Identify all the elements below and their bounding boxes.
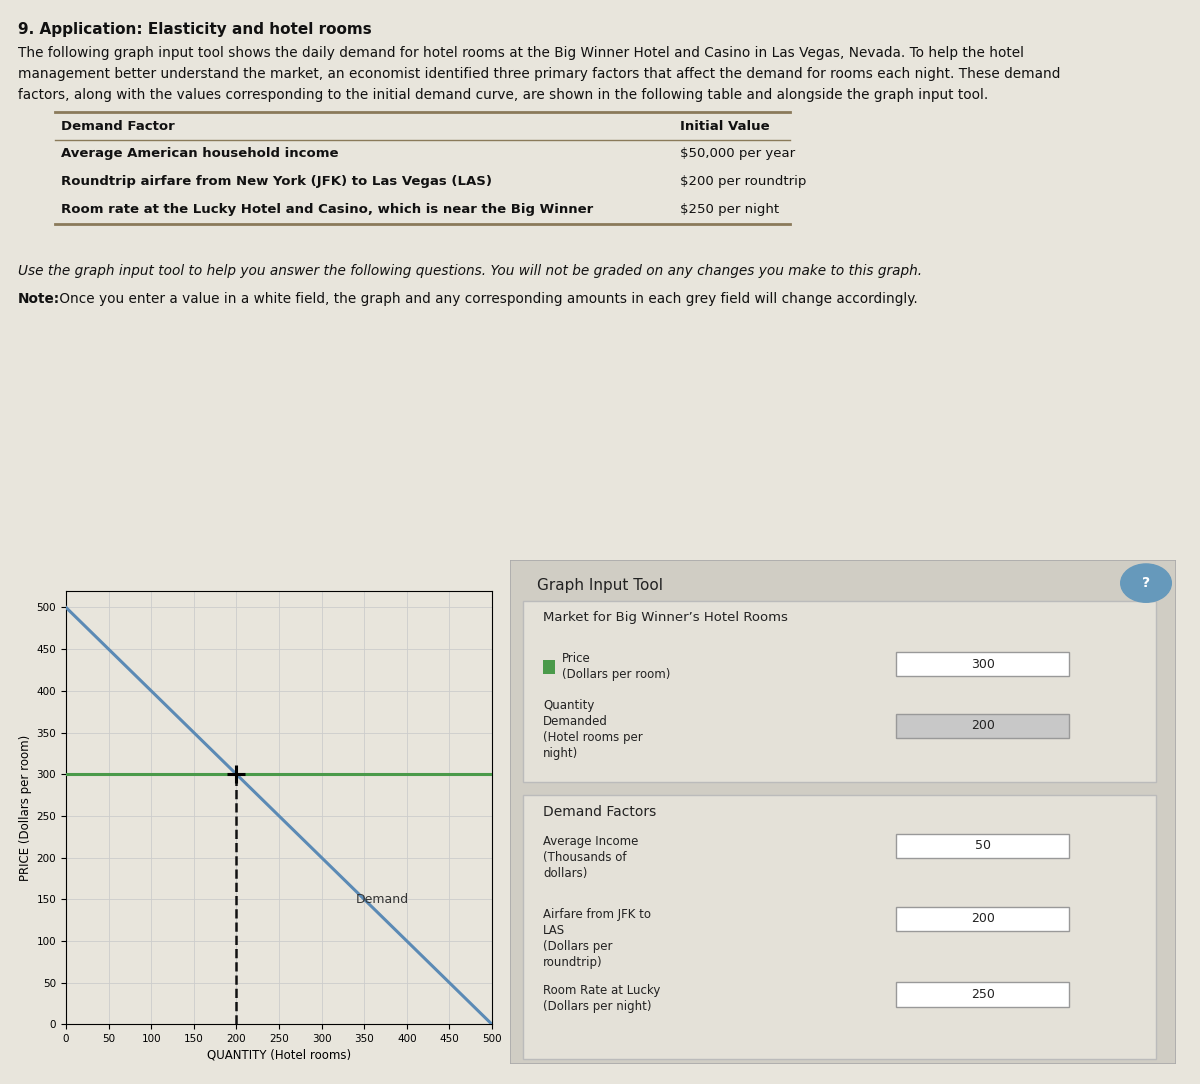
Text: 300: 300 <box>971 658 995 671</box>
Text: $200 per roundtrip: $200 per roundtrip <box>680 176 806 189</box>
Text: Once you enter a value in a white field, the graph and any corresponding amounts: Once you enter a value in a white field,… <box>55 292 918 306</box>
FancyBboxPatch shape <box>896 653 1069 676</box>
Text: Demand Factor: Demand Factor <box>61 119 175 132</box>
Y-axis label: PRICE (Dollars per room): PRICE (Dollars per room) <box>19 735 32 880</box>
Text: management better understand the market, an economist identified three primary f: management better understand the market,… <box>18 67 1061 81</box>
Bar <box>544 660 556 674</box>
Text: Demand: Demand <box>355 893 409 906</box>
Text: Note:: Note: <box>18 292 60 306</box>
FancyBboxPatch shape <box>896 713 1069 738</box>
Text: Average American household income: Average American household income <box>61 147 338 160</box>
Text: Use the graph input tool to help you answer the following questions. You will no: Use the graph input tool to help you ans… <box>18 264 922 278</box>
Text: Average Income
(Thousands of
dollars): Average Income (Thousands of dollars) <box>544 835 638 880</box>
Text: 200: 200 <box>971 913 995 926</box>
FancyBboxPatch shape <box>523 601 1156 783</box>
FancyBboxPatch shape <box>896 834 1069 857</box>
Text: 250: 250 <box>971 988 995 1001</box>
Text: $50,000 per year: $50,000 per year <box>680 147 796 160</box>
Text: 9. Application: Elasticity and hotel rooms: 9. Application: Elasticity and hotel roo… <box>18 22 372 37</box>
FancyBboxPatch shape <box>523 795 1156 1059</box>
X-axis label: QUANTITY (Hotel rooms): QUANTITY (Hotel rooms) <box>206 1048 352 1061</box>
Text: Graph Input Tool: Graph Input Tool <box>536 578 662 593</box>
Text: Room rate at the Lucky Hotel and Casino, which is near the Big Winner: Room rate at the Lucky Hotel and Casino,… <box>61 204 593 217</box>
Text: Airfare from JFK to
LAS
(Dollars per
roundtrip): Airfare from JFK to LAS (Dollars per rou… <box>544 908 652 969</box>
Circle shape <box>1121 564 1171 603</box>
FancyBboxPatch shape <box>896 982 1069 1007</box>
Text: factors, along with the values corresponding to the initial demand curve, are sh: factors, along with the values correspon… <box>18 88 989 102</box>
Text: Quantity
Demanded
(Hotel rooms per
night): Quantity Demanded (Hotel rooms per night… <box>544 699 643 760</box>
Text: Roundtrip airfare from New York (JFK) to Las Vegas (LAS): Roundtrip airfare from New York (JFK) to… <box>61 176 492 189</box>
FancyBboxPatch shape <box>896 906 1069 931</box>
Text: 200: 200 <box>971 720 995 733</box>
Text: Initial Value: Initial Value <box>680 119 769 132</box>
Text: $250 per night: $250 per night <box>680 204 779 217</box>
Text: Price
(Dollars per room): Price (Dollars per room) <box>562 651 671 681</box>
Text: 50: 50 <box>974 839 991 852</box>
Text: Market for Big Winner’s Hotel Rooms: Market for Big Winner’s Hotel Rooms <box>544 611 788 623</box>
Text: ?: ? <box>1142 576 1150 590</box>
Text: Demand Factors: Demand Factors <box>544 805 656 818</box>
Text: The following graph input tool shows the daily demand for hotel rooms at the Big: The following graph input tool shows the… <box>18 46 1024 60</box>
FancyBboxPatch shape <box>510 560 1176 1064</box>
Text: Room Rate at Lucky
(Dollars per night): Room Rate at Lucky (Dollars per night) <box>544 984 661 1012</box>
